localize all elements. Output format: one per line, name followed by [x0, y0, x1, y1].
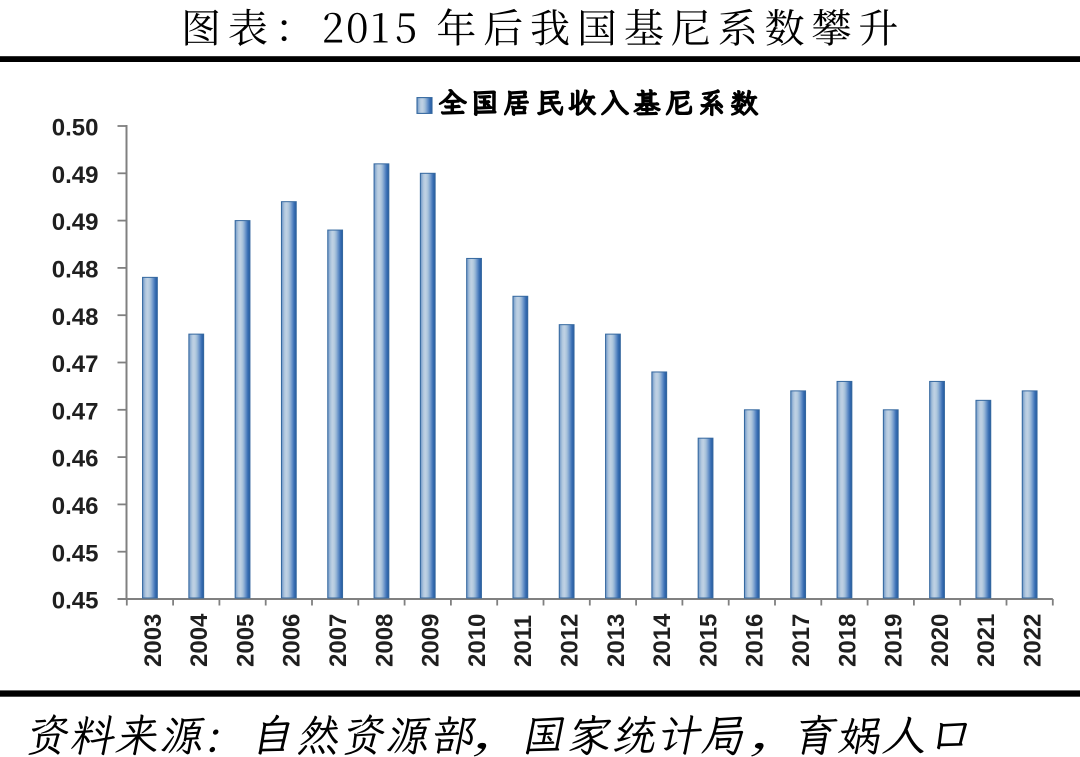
svg-text:2016: 2016 [742, 614, 769, 667]
svg-text:2007: 2007 [325, 614, 352, 667]
svg-text:2004: 2004 [186, 613, 213, 667]
svg-text:0.47: 0.47 [52, 351, 99, 378]
svg-text:2021: 2021 [973, 614, 1000, 667]
svg-text:2012: 2012 [557, 614, 584, 667]
svg-text:2014: 2014 [649, 613, 676, 667]
svg-text:0.46: 0.46 [52, 446, 99, 473]
svg-text:0.48: 0.48 [52, 257, 99, 284]
svg-text:2009: 2009 [418, 614, 445, 667]
svg-text:2019: 2019 [881, 614, 908, 667]
svg-text:2020: 2020 [927, 614, 954, 667]
svg-text:2015: 2015 [695, 614, 722, 667]
svg-text:2017: 2017 [788, 614, 815, 667]
svg-text:0.50: 0.50 [52, 115, 99, 142]
svg-text:2022: 2022 [1020, 614, 1047, 667]
svg-text:0.45: 0.45 [52, 540, 99, 567]
svg-text:0.49: 0.49 [52, 209, 99, 236]
svg-text:0.45: 0.45 [52, 588, 99, 615]
svg-text:2013: 2013 [603, 614, 630, 667]
svg-text:2005: 2005 [233, 614, 260, 667]
svg-text:2008: 2008 [371, 614, 398, 667]
svg-text:2018: 2018 [834, 614, 861, 667]
svg-text:2003: 2003 [140, 614, 167, 667]
svg-text:2011: 2011 [510, 615, 537, 667]
svg-text:0.46: 0.46 [52, 493, 99, 520]
svg-text:0.47: 0.47 [52, 398, 99, 425]
svg-text:0.48: 0.48 [52, 304, 99, 331]
svg-text:0.49: 0.49 [52, 162, 99, 189]
svg-text:2010: 2010 [464, 614, 491, 667]
svg-text:2006: 2006 [279, 614, 306, 667]
